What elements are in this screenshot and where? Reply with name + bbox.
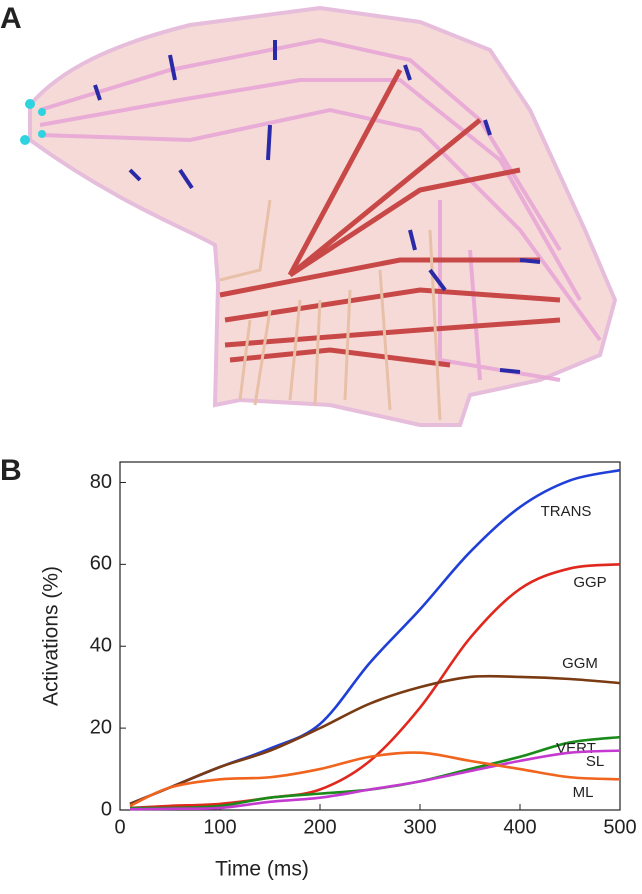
x-tick-label: 400 bbox=[503, 816, 536, 838]
panel-label: B bbox=[0, 454, 22, 487]
plot-frame bbox=[119, 461, 621, 811]
x-tick-label: 200 bbox=[303, 816, 336, 838]
y-tick-label: 40 bbox=[90, 635, 112, 657]
panel-label: A bbox=[0, 2, 22, 35]
y-tick-label: 60 bbox=[90, 553, 112, 575]
series-line bbox=[129, 674, 621, 806]
x-tick-label: 100 bbox=[203, 816, 236, 838]
fibers bbox=[39, 37, 602, 382]
y-tick-label: 80 bbox=[90, 471, 112, 493]
x-tick-label: 0 bbox=[114, 816, 125, 838]
tongue-model bbox=[20, 5, 618, 427]
series-line bbox=[129, 563, 621, 810]
x-tick-label: 300 bbox=[403, 816, 436, 838]
series-label: ML bbox=[573, 784, 594, 801]
y-axis-label: Activations (%) bbox=[40, 566, 63, 706]
vertical-fibers bbox=[219, 199, 442, 421]
y-tick-label: 20 bbox=[90, 716, 112, 738]
series-label: GGM bbox=[562, 655, 598, 672]
series-line bbox=[129, 749, 621, 811]
series-line bbox=[129, 468, 621, 806]
series-line bbox=[129, 751, 621, 808]
series-label: TRANS bbox=[541, 503, 592, 520]
x-axis-label: Time (ms) bbox=[215, 858, 309, 881]
series-label: GGP bbox=[573, 574, 606, 591]
x-tick-label: 500 bbox=[603, 816, 636, 838]
muscle-ends bbox=[93, 40, 541, 374]
series-label: SL bbox=[586, 753, 604, 770]
tip-points bbox=[20, 99, 46, 145]
y-tick-label: 0 bbox=[101, 798, 112, 820]
